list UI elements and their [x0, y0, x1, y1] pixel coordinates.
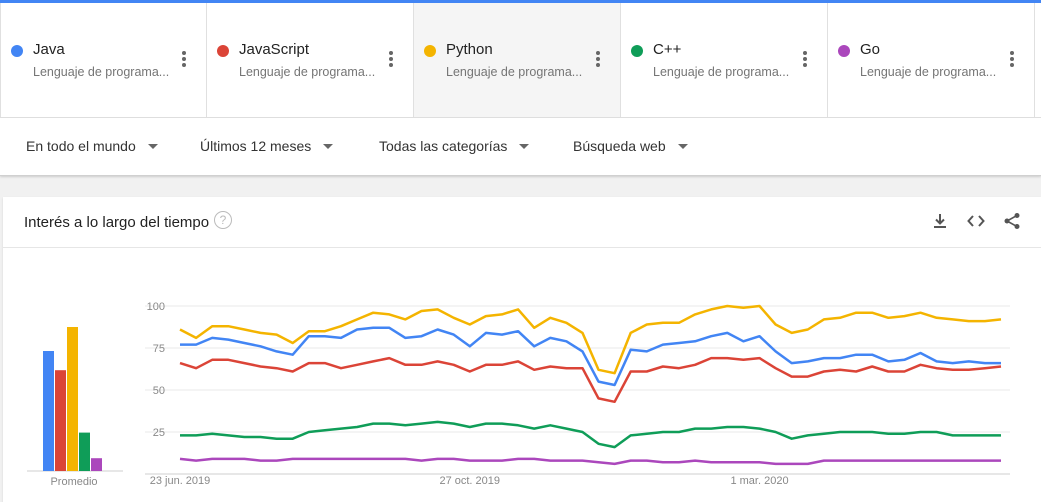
y-tick-label: 25 [153, 427, 165, 439]
term-color-dot [838, 45, 850, 57]
category-label: Todas las categorías [379, 138, 508, 154]
term-color-dot [424, 45, 436, 57]
term-name: Java [33, 41, 65, 58]
dropdown-arrow-icon [519, 143, 530, 149]
term-color-dot [631, 45, 643, 57]
term-name: JavaScript [239, 41, 310, 58]
term-card-python[interactable]: Python Lenguaje de programa... [414, 3, 621, 117]
filter-bar: En todo el mundo Últimos 12 meses Todas … [0, 118, 1041, 176]
category-dropdown[interactable]: Todas las categorías [379, 138, 530, 154]
more-vert-icon[interactable] [182, 51, 186, 71]
y-tick-label: 100 [147, 301, 165, 313]
card-header: Interés a lo largo del tiempo ? [3, 197, 1041, 248]
region-label: En todo el mundo [26, 138, 136, 154]
period-label: Últimos 12 meses [200, 138, 312, 154]
term-card-java[interactable]: Java Lenguaje de programa... [0, 3, 207, 117]
term-subtitle: Lenguaje de programa... [446, 65, 583, 79]
term-subtitle: Lenguaje de programa... [33, 65, 170, 79]
top-accent-bar [0, 0, 1041, 3]
average-bar-python [67, 327, 78, 471]
embed-code-icon[interactable] [966, 211, 986, 231]
download-icon[interactable] [930, 211, 950, 231]
average-bar-javascript [55, 370, 66, 471]
term-card-cpp[interactable]: C++ Lenguaje de programa... [621, 3, 828, 117]
series-line-java [180, 326, 1001, 387]
y-tick-label: 50 [153, 385, 165, 397]
term-card-javascript[interactable]: JavaScript Lenguaje de programa... [207, 3, 414, 117]
term-name: Python [446, 41, 493, 58]
x-tick-label: 27 oct. 2019 [439, 475, 500, 487]
more-vert-icon[interactable] [389, 51, 393, 71]
term-name: Go [860, 41, 881, 58]
term-subtitle: Lenguaje de programa... [239, 65, 376, 79]
more-vert-icon[interactable] [803, 51, 807, 71]
term-color-dot [217, 45, 229, 57]
x-tick-label: 1 mar. 2020 [730, 475, 788, 487]
term-name: C++ [653, 41, 682, 58]
term-subtitle: Lenguaje de programa... [860, 65, 997, 79]
term-subtitle: Lenguaje de programa... [653, 65, 790, 79]
series-line-go [179, 457, 1001, 466]
average-bar-java [43, 351, 54, 471]
series-line-cpp [180, 420, 1001, 449]
average-bars: Promedio [27, 327, 123, 488]
region-dropdown[interactable]: En todo el mundo [26, 138, 158, 154]
series-line-javascript [179, 356, 1002, 404]
search-type-dropdown[interactable]: Búsqueda web [573, 138, 688, 154]
average-bar-cpp [79, 432, 90, 471]
average-label: Promedio [50, 476, 97, 488]
dropdown-arrow-icon [323, 143, 334, 149]
chart-grid: 25 50 75 100 [145, 301, 1010, 475]
term-card-go[interactable]: Go Lenguaje de programa... [828, 3, 1035, 117]
interest-over-time-card: Interés a lo largo del tiempo ? [3, 197, 1041, 502]
dropdown-arrow-icon [147, 143, 158, 149]
x-axis-labels: 23 jun. 2019 27 oct. 2019 1 mar. 2020 [150, 475, 789, 487]
share-icon[interactable] [1002, 211, 1022, 231]
period-dropdown[interactable]: Últimos 12 meses [200, 138, 334, 154]
y-tick-label: 75 [153, 343, 165, 355]
x-tick-label: 23 jun. 2019 [150, 475, 211, 487]
help-icon[interactable]: ? [214, 211, 232, 229]
more-vert-icon[interactable] [596, 51, 600, 71]
comparison-terms: Java Lenguaje de programa... JavaScript … [0, 3, 1041, 118]
more-vert-icon[interactable] [1010, 51, 1014, 71]
term-color-dot [11, 45, 23, 57]
card-title: Interés a lo largo del tiempo [24, 214, 210, 231]
average-bar-go [91, 458, 102, 471]
series-line-python [179, 304, 1002, 375]
chart-lines [179, 304, 1002, 466]
dropdown-arrow-icon [677, 143, 688, 149]
search-type-label: Búsqueda web [573, 138, 666, 154]
